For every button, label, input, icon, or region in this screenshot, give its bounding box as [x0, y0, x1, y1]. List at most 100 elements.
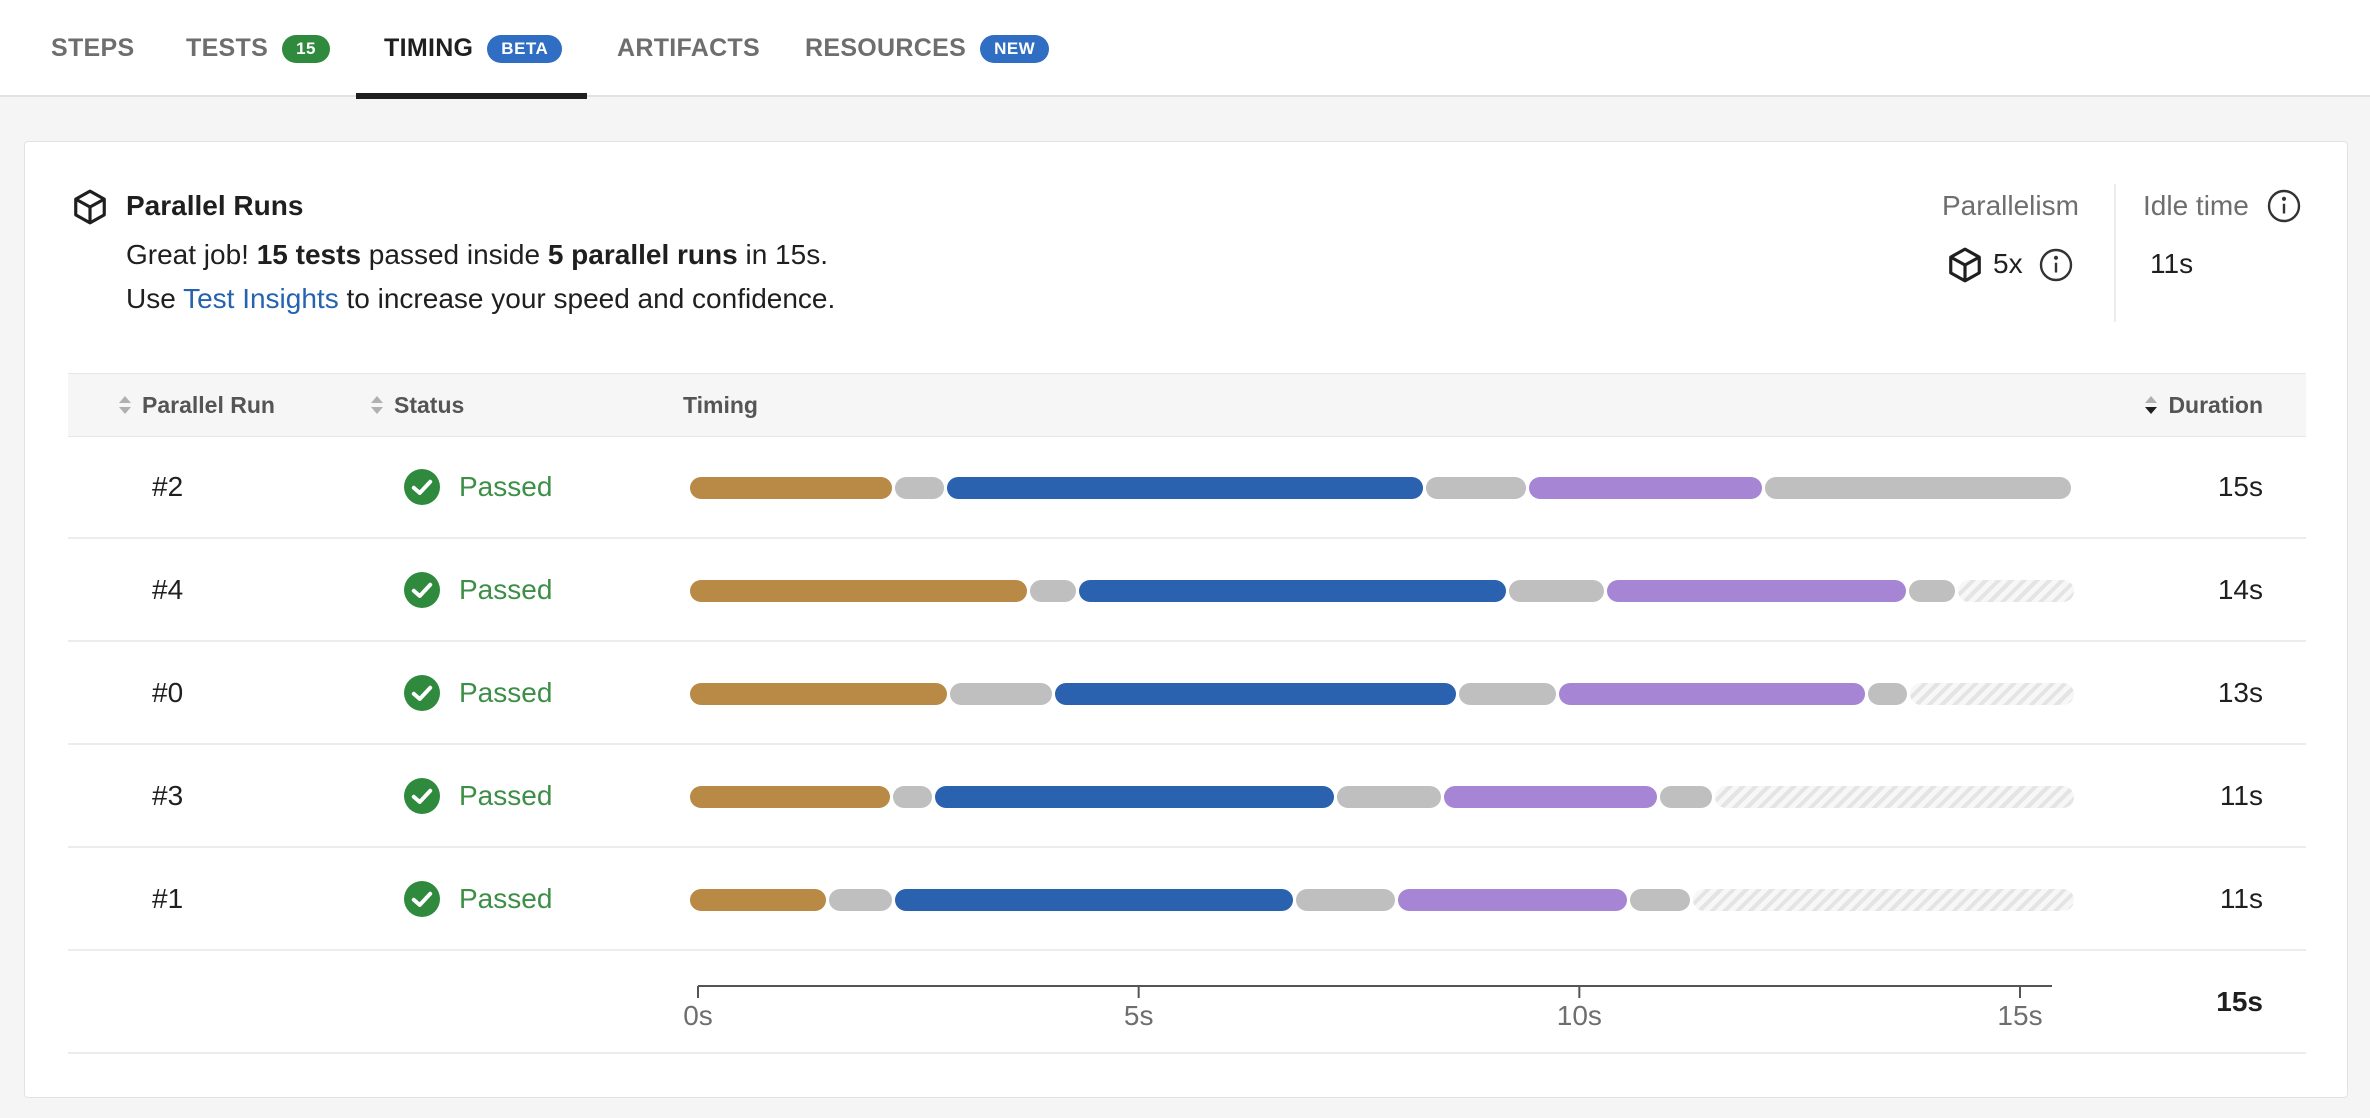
timing-bar [690, 786, 2074, 808]
tab-resources-label: RESOURCES [805, 34, 967, 62]
tab-steps[interactable]: STEPS [51, 0, 134, 97]
timing-segment-wait[interactable] [894, 477, 944, 499]
summary-text: Great job! 15 tests passed inside 5 para… [126, 239, 828, 271]
status-label: Passed [459, 677, 553, 708]
tab-timing-label: TIMING [384, 34, 474, 62]
timing-segment-test[interactable] [1559, 683, 1865, 705]
column-header-timing-label: Timing [683, 391, 758, 418]
stats-divider [2114, 184, 2116, 322]
idle-segment [1910, 683, 2074, 705]
summary-suffix: in 15s. [737, 239, 828, 270]
timing-segment-build[interactable] [946, 477, 1424, 499]
timing-segment-wait[interactable] [1659, 786, 1713, 808]
status-cell: Passed [404, 540, 552, 640]
column-header-status[interactable]: Status [370, 374, 464, 436]
timing-segment-wait[interactable] [1337, 786, 1441, 808]
timing-axis-row: 0s 5s 10s 15s 15s [68, 952, 2306, 1054]
status-label: Passed [459, 574, 553, 605]
timing-segment-wait[interactable] [1458, 683, 1557, 705]
tab-artifacts[interactable]: ARTIFACTS [617, 0, 760, 97]
panel-title: Parallel Runs [126, 190, 304, 221]
summary-mid: passed inside [361, 239, 548, 270]
timing-segment-setup[interactable] [690, 477, 892, 499]
timing-segment-test[interactable] [1606, 580, 1907, 602]
table-row[interactable]: #2 Passed 15s [68, 437, 2306, 539]
parallel-run-number: #3 [152, 780, 184, 811]
timing-segment-build[interactable] [1078, 580, 1506, 602]
beta-badge: BETA [487, 34, 563, 63]
timing-segment-test[interactable] [1443, 786, 1657, 808]
timing-segment-setup[interactable] [690, 889, 827, 911]
sort-descending-icon [2145, 396, 2158, 414]
insights-prefix: Use [126, 283, 184, 314]
timing-segment-wait[interactable] [1030, 580, 1076, 602]
timing-segment-test[interactable] [1397, 889, 1627, 911]
timing-segment-build[interactable] [935, 786, 1335, 808]
table-row[interactable]: #0 Passed 13s [68, 643, 2306, 745]
idle-time-value: 11s [2150, 248, 2194, 279]
duration-value: 11s [2219, 883, 2263, 914]
timing-segment-wait[interactable] [950, 683, 1052, 705]
check-circle-icon [404, 675, 440, 711]
parallel-run-number: #4 [152, 574, 184, 605]
column-header-parallel-run[interactable]: Parallel Run [118, 374, 275, 436]
duration-value: 13s [2217, 677, 2263, 708]
axis-tick-label: 15s [1997, 1000, 2043, 1031]
status-cell: Passed [404, 849, 552, 949]
summary-prefix: Great job! [126, 239, 257, 270]
sort-icon [371, 396, 383, 414]
table-header: Parallel Run Status Timing Duration [68, 373, 2306, 437]
tab-resources[interactable]: RESOURCES NEW [805, 0, 1050, 97]
summary-runs: 5 parallel runs [547, 239, 738, 270]
tab-tests[interactable]: TESTS 15 [186, 0, 330, 97]
table-row[interactable]: #4 Passed 14s [68, 540, 2306, 642]
column-header-duration[interactable]: Duration [2144, 374, 2263, 436]
test-insights-link[interactable]: Test Insights [183, 283, 339, 314]
new-badge: NEW [980, 34, 1050, 63]
timing-segment-wait[interactable] [1426, 477, 1527, 499]
timing-segment-wait[interactable] [829, 889, 893, 911]
tab-tests-label: TESTS [186, 34, 269, 62]
timing-segment-setup[interactable] [690, 683, 948, 705]
timing-segment-build[interactable] [895, 889, 1293, 911]
idle-segment [1693, 889, 2074, 911]
tests-count-badge: 15 [282, 34, 330, 63]
idle-time-info-icon[interactable] [2266, 188, 2302, 229]
table-row[interactable]: #3 Passed 11s [68, 746, 2306, 848]
timing-segment-setup[interactable] [690, 786, 890, 808]
check-circle-icon [404, 778, 440, 814]
axis-tick-label: 10s [1556, 1000, 1602, 1031]
timing-bar [690, 889, 2074, 911]
timing-segment-wait[interactable] [1295, 889, 1395, 911]
timing-bar [690, 477, 2074, 499]
parallelism-value: 5x [1993, 248, 2023, 279]
idle-segment [1957, 580, 2074, 602]
check-circle-icon [404, 469, 440, 505]
duration-value: 14s [2217, 574, 2263, 605]
cube-icon [71, 188, 109, 231]
timing-segment-test[interactable] [1529, 477, 1763, 499]
timing-axis [697, 985, 2052, 998]
axis-tick-label: 5s [1123, 1000, 1154, 1031]
timing-segment-build[interactable] [1054, 683, 1456, 705]
timing-segment-wait[interactable] [1629, 889, 1691, 911]
timing-bar [690, 683, 2074, 705]
timing-segment-wait[interactable] [1765, 477, 2071, 499]
parallelism-cube-icon [1946, 246, 1984, 289]
status-cell: Passed [404, 746, 552, 846]
timing-bar [690, 580, 2074, 602]
status-label: Passed [459, 780, 553, 811]
active-tab-indicator [356, 93, 587, 99]
check-circle-icon [404, 572, 440, 608]
parallel-run-number: #0 [152, 677, 184, 708]
tab-timing[interactable]: TIMING BETA [356, 0, 587, 99]
timing-segment-setup[interactable] [690, 580, 1028, 602]
total-duration: 15s [2216, 986, 2263, 1017]
timing-segment-wait[interactable] [1867, 683, 1908, 705]
timing-segment-wait[interactable] [1508, 580, 1604, 602]
parallel-run-number: #2 [152, 471, 184, 502]
table-row[interactable]: #1 Passed 11s [68, 849, 2306, 951]
timing-segment-wait[interactable] [1909, 580, 1955, 602]
timing-segment-wait[interactable] [892, 786, 933, 808]
parallelism-info-icon[interactable] [2038, 247, 2074, 288]
